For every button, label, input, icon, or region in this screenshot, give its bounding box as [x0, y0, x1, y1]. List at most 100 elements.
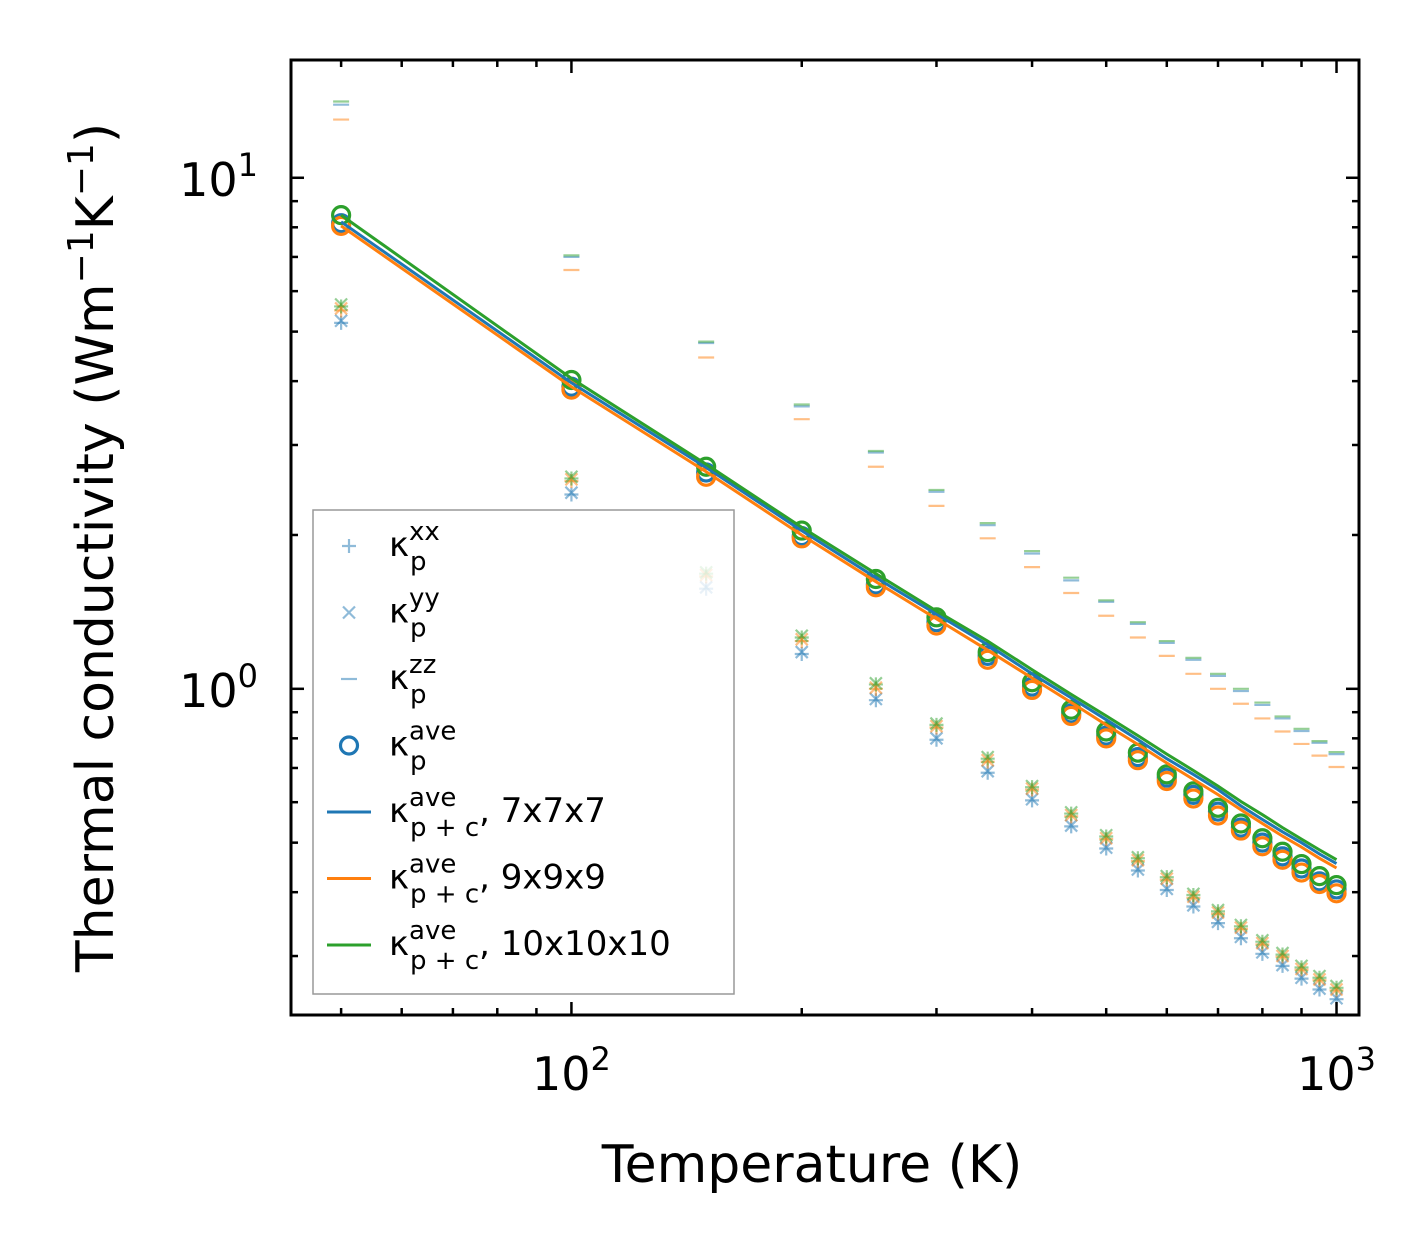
y-axis-title-part: K [66, 194, 126, 230]
kappa_p_yy-green-point [1255, 933, 1270, 948]
legend-label-part: , 10x10x10 [479, 924, 671, 964]
legend-entry-l7: κave p + c, 7x7x7 [327, 783, 606, 843]
plot-frame [289, 58, 1361, 1017]
kappa_p_yy-green-point [1131, 850, 1145, 865]
kappa_p_ave-orange-point [1291, 862, 1312, 883]
legend-label-part: , 7x7x7 [479, 791, 606, 831]
legend-label-part: κ [389, 592, 409, 632]
kappa_p_yy-blue-point [1160, 882, 1174, 896]
legend-label-part: κ [389, 791, 409, 831]
legend-label-part: p + c [410, 880, 479, 910]
kappa_p_yy-orange-point [1255, 936, 1270, 950]
legend-label: κave p + c, 10x10x10 [389, 916, 671, 976]
kappa_p_yy-green-point [869, 676, 883, 691]
kappa_p_yy-orange-point [1064, 808, 1078, 822]
kappa_p_yy-green-point [1099, 828, 1113, 843]
legend-label-part: ave [409, 850, 456, 880]
kappa_p_yy-orange-point [1099, 831, 1113, 846]
legend-label-part: xx [409, 517, 440, 547]
kappa_p_yy-blue-point [929, 731, 944, 746]
kappa_p_ave-orange-point [331, 215, 352, 237]
kappa_p_yy-green-point [564, 469, 579, 484]
kappa_p_yy-orange-point [1025, 781, 1039, 796]
y-tick-label-base: 10 [179, 664, 238, 718]
y-axis-title-part: −1 [61, 230, 102, 283]
kappa_p_yy-blue-point [1025, 792, 1039, 807]
legend-label: κave p + c, 7x7x7 [389, 783, 606, 843]
legend-label-part: p [410, 680, 427, 710]
legend-label-part: p + c [410, 813, 479, 843]
kappa_p_yy-green-point [1160, 869, 1174, 883]
kappa_p_yy-blue-point [334, 314, 348, 328]
kappa_p_yy-blue-point [794, 645, 809, 659]
kappa_p_ave-green-point [1309, 866, 1330, 887]
legend-label-part: κ [389, 924, 409, 964]
kappa_p_yy-orange-point [564, 472, 579, 487]
kappa_p_ave-orange-point [1272, 849, 1293, 870]
kappa_p_yy-green-point [1025, 779, 1039, 793]
line-kappa_pc_ave_10x10x10 [340, 213, 1338, 861]
y-tick-label-base: 10 [179, 153, 238, 207]
kappa_p_yy-green-point [1064, 805, 1078, 820]
kappa_p_ave-green-point [1326, 874, 1347, 896]
kappa_p_ave-green-point [1183, 781, 1204, 802]
kappa_p_yy-orange-point [1294, 962, 1309, 976]
x-tick-label: 102 [532, 1040, 611, 1101]
kappa_p_ave-green-point [1272, 841, 1293, 862]
kappa_p_yy-orange-point [1329, 982, 1344, 997]
y-axis-title-part: −1 [61, 143, 102, 196]
kappa_p_yy-orange-point [1275, 949, 1290, 963]
kappa_p_yy-green-point [1329, 979, 1344, 993]
kappa_p_xx-blue-point [794, 646, 809, 661]
kappa_p_xx-green-point [794, 630, 809, 645]
kappa_p_ave-orange-point [1183, 788, 1204, 809]
y-tick-label: 101 [179, 146, 258, 207]
legend-entry-xx: κxx p [342, 517, 440, 577]
legend-label-part: κ [389, 858, 409, 898]
kappa_p_yy-blue-point [869, 692, 883, 706]
kappa_p_ave-green-point [1291, 853, 1312, 875]
kappa_p_yy-blue-point [980, 764, 995, 778]
kappa_p_ave-orange-point [1326, 883, 1347, 904]
x-tick-label-base: 10 [532, 1047, 591, 1101]
kappa_p_xx-green-point [1329, 980, 1344, 995]
kappa_p_ave-orange-point [1156, 770, 1177, 792]
kappa_p_yy-orange-point [1234, 920, 1248, 935]
legend-label-part: ave [409, 783, 456, 813]
kappa_p_xx-green-point [334, 299, 349, 314]
kappa_p_ave-green-point [1156, 764, 1177, 785]
kappa_p_yy-green-point [1186, 887, 1201, 901]
x-axis-title: Temperature (K) [601, 1135, 1023, 1195]
y-tick-label-exp: 1 [238, 146, 258, 184]
kappa_p_ave-orange-point [1021, 679, 1043, 701]
kappa_p_yy-green-point [334, 297, 348, 312]
kappa_p_ave-green-point [331, 205, 352, 226]
legend-label: κzz p [389, 650, 436, 710]
kappa_p_ave-orange-point [1096, 728, 1117, 749]
kappa_p_ave-orange-point [1061, 705, 1082, 727]
legend-label-part: ave [409, 916, 456, 946]
legend-entry-l10: κave p + c, 10x10x10 [327, 916, 671, 976]
x-tick-label-base: 10 [1297, 1047, 1356, 1101]
kappa_p_yy-orange-point [1160, 871, 1174, 886]
y-tick-label-exp: 0 [238, 657, 258, 695]
legend-label-part: κ [389, 525, 409, 565]
series-kappa_p_yy [334, 297, 1344, 1006]
kappa_p_yy-green-point [929, 716, 944, 731]
kappa_p_yy-green-point [1234, 918, 1248, 932]
kappa_p_yy-blue-point [1064, 818, 1078, 833]
kappa_p_ave-orange-point [1127, 750, 1148, 771]
kappa_p_ave-green-point [1230, 813, 1252, 834]
legend-entry-zz: κzz p [341, 650, 436, 710]
kappa_p_yy-orange-point [929, 719, 944, 733]
line-series-layer [340, 213, 1338, 870]
kappa_p_yy-orange-point [1131, 853, 1145, 867]
legend-label: κyy p [389, 584, 440, 644]
kappa_p_yy-orange-point [980, 753, 995, 767]
legend-box [312, 509, 735, 995]
y-axis-title: Thermal conductivity (Wm−1K−1) [61, 123, 126, 973]
legend-label-part: κ [389, 725, 409, 765]
kappa_p_ave-green-point [1207, 797, 1229, 818]
legend-label-part: p [410, 614, 427, 644]
kappa_p_yy-blue-point [564, 485, 579, 500]
